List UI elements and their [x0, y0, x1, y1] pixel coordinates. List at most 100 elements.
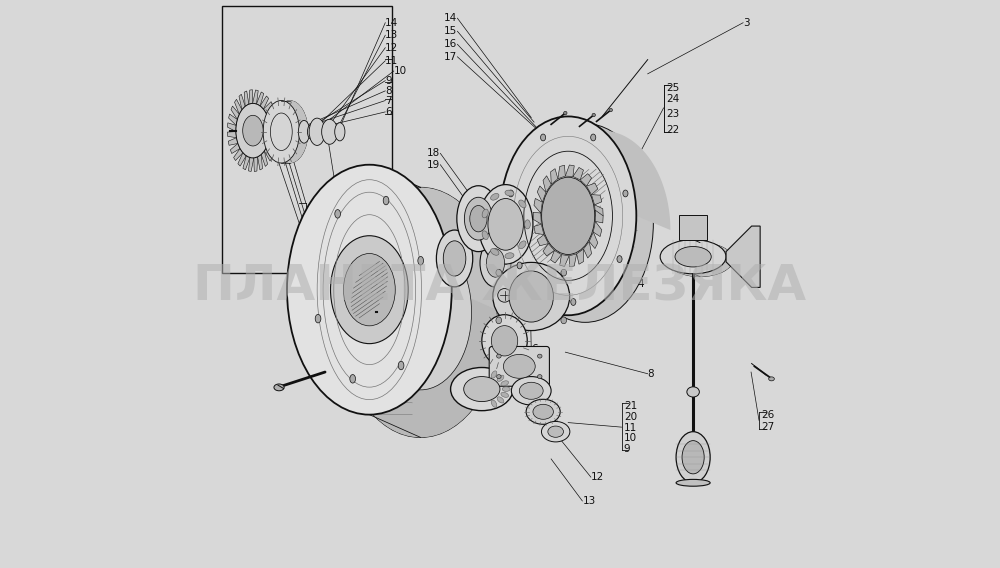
Ellipse shape	[505, 190, 514, 196]
Ellipse shape	[623, 190, 628, 197]
Text: 8: 8	[385, 86, 392, 96]
Ellipse shape	[667, 243, 733, 277]
Ellipse shape	[343, 253, 395, 326]
Ellipse shape	[591, 134, 596, 141]
Ellipse shape	[525, 220, 530, 229]
Circle shape	[498, 289, 511, 302]
Ellipse shape	[451, 367, 513, 411]
Ellipse shape	[502, 387, 510, 391]
Text: 16: 16	[444, 39, 457, 49]
Ellipse shape	[464, 197, 492, 240]
Polygon shape	[263, 132, 308, 163]
Ellipse shape	[497, 397, 504, 403]
Text: 5: 5	[347, 250, 353, 261]
Ellipse shape	[480, 239, 511, 287]
Text: 11: 11	[624, 423, 637, 433]
Ellipse shape	[542, 177, 595, 254]
Polygon shape	[591, 195, 602, 205]
Ellipse shape	[470, 206, 487, 232]
Polygon shape	[287, 165, 503, 312]
Ellipse shape	[505, 253, 514, 258]
Text: 27: 27	[761, 422, 775, 432]
Ellipse shape	[263, 101, 299, 163]
Ellipse shape	[491, 249, 499, 255]
Text: 15: 15	[444, 26, 457, 36]
Text: 23: 23	[666, 108, 679, 119]
Polygon shape	[235, 99, 242, 114]
Text: 1: 1	[338, 327, 344, 337]
Text: 12: 12	[591, 472, 604, 482]
Circle shape	[609, 108, 612, 112]
Text: 13: 13	[385, 30, 399, 40]
Text: 22: 22	[666, 124, 679, 135]
Ellipse shape	[335, 123, 345, 141]
Ellipse shape	[519, 241, 526, 249]
Ellipse shape	[497, 375, 501, 379]
Polygon shape	[537, 186, 546, 202]
Ellipse shape	[769, 377, 774, 381]
Ellipse shape	[243, 115, 263, 146]
FancyBboxPatch shape	[679, 215, 707, 240]
Ellipse shape	[443, 241, 466, 276]
Polygon shape	[584, 241, 592, 258]
Ellipse shape	[322, 119, 338, 144]
Ellipse shape	[464, 377, 500, 402]
Polygon shape	[534, 224, 544, 235]
Ellipse shape	[508, 190, 513, 197]
Polygon shape	[227, 123, 236, 132]
Ellipse shape	[309, 118, 325, 145]
Polygon shape	[577, 249, 584, 264]
Polygon shape	[260, 96, 269, 109]
Text: 10: 10	[394, 66, 407, 76]
Polygon shape	[266, 109, 276, 119]
Text: 6: 6	[425, 236, 432, 247]
Polygon shape	[227, 132, 236, 137]
Ellipse shape	[491, 194, 499, 200]
Polygon shape	[595, 205, 603, 216]
Polygon shape	[543, 244, 554, 256]
Ellipse shape	[503, 354, 535, 378]
Ellipse shape	[398, 361, 404, 370]
Ellipse shape	[307, 124, 315, 139]
Ellipse shape	[436, 230, 473, 287]
Polygon shape	[243, 156, 250, 170]
Polygon shape	[264, 147, 272, 161]
Text: 18: 18	[427, 148, 440, 158]
Text: 4: 4	[308, 199, 315, 210]
Polygon shape	[231, 106, 239, 119]
Text: 1: 1	[346, 309, 352, 319]
Ellipse shape	[561, 269, 567, 276]
Text: 1: 1	[308, 238, 315, 248]
Polygon shape	[726, 226, 760, 287]
Circle shape	[564, 111, 567, 115]
Polygon shape	[551, 169, 558, 185]
Ellipse shape	[497, 354, 501, 358]
Polygon shape	[589, 232, 598, 249]
Polygon shape	[551, 250, 562, 263]
Ellipse shape	[491, 400, 497, 407]
Ellipse shape	[526, 399, 560, 424]
Polygon shape	[253, 90, 258, 104]
Ellipse shape	[482, 315, 527, 367]
Polygon shape	[258, 154, 262, 170]
Polygon shape	[560, 254, 569, 266]
Ellipse shape	[335, 210, 340, 218]
Polygon shape	[569, 254, 577, 267]
Text: 3: 3	[743, 18, 750, 28]
Text: 26: 26	[761, 410, 775, 420]
Ellipse shape	[338, 187, 503, 437]
Polygon shape	[580, 174, 592, 186]
Ellipse shape	[478, 185, 533, 264]
Circle shape	[592, 114, 595, 117]
Ellipse shape	[369, 235, 472, 390]
Ellipse shape	[511, 377, 551, 405]
Text: 13: 13	[582, 496, 596, 506]
Text: 7: 7	[385, 95, 392, 106]
Ellipse shape	[383, 197, 389, 205]
Polygon shape	[573, 168, 583, 180]
Polygon shape	[263, 102, 273, 114]
Polygon shape	[268, 118, 278, 124]
Text: 6: 6	[531, 344, 538, 354]
Text: 21: 21	[624, 401, 637, 411]
Ellipse shape	[617, 256, 622, 262]
